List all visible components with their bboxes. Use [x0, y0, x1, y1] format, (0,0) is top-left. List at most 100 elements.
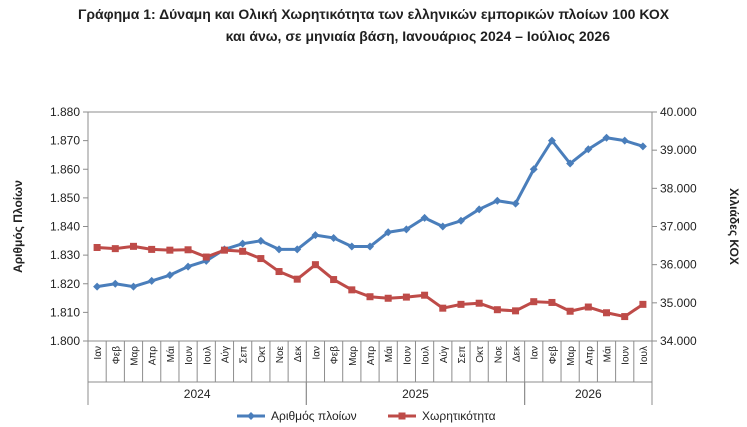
series-2-point — [639, 300, 647, 308]
series-1-point — [529, 165, 538, 174]
series-2-point — [512, 307, 520, 315]
series-1-point — [638, 142, 647, 151]
series-2-point — [330, 276, 338, 284]
series-line-2 — [97, 244, 644, 319]
right-axis-title: Χιλιάδες ΚΟΧ — [727, 188, 741, 265]
month-label: Φεβ — [548, 346, 559, 364]
series-2-point — [366, 293, 374, 301]
series-2-point — [584, 303, 592, 311]
left-tick-label: 1.820 — [50, 277, 80, 291]
month-label: Φεβ — [330, 346, 341, 364]
series-1-point — [347, 242, 356, 251]
series-2-point — [475, 299, 483, 307]
month-label: Δεκ — [293, 345, 304, 362]
series-1-point — [147, 276, 156, 285]
series-1-point — [165, 271, 174, 280]
month-label: Ιουν — [402, 346, 413, 365]
series-2-point — [530, 298, 538, 306]
series-2-point — [493, 306, 501, 314]
series-1-point — [420, 213, 429, 222]
series-2-point — [348, 286, 356, 294]
month-label: Ιουν — [184, 346, 195, 365]
month-label: Ιουλ — [202, 346, 213, 365]
series-2-point — [148, 245, 156, 253]
month-label: Φεβ — [111, 346, 122, 364]
left-tick-label: 1.840 — [50, 220, 80, 234]
right-tick-label: 34.000 — [660, 334, 697, 348]
series-2-point — [257, 255, 265, 263]
series-2-point — [202, 253, 210, 261]
month-label: Ιουλ — [639, 346, 650, 365]
series-1-point — [366, 242, 374, 251]
month-label: Μάι — [602, 346, 614, 362]
month-label: Απρ — [584, 346, 595, 366]
series-1-point — [293, 245, 302, 254]
series-1-point — [384, 228, 393, 237]
month-label: Μαρ — [348, 346, 359, 366]
legend-marker-1 — [247, 412, 255, 420]
year-label: 2025 — [402, 387, 429, 401]
left-axis-title: Αριθμός Πλοίων — [11, 180, 25, 273]
month-label: Απρ — [366, 346, 377, 366]
series-2-point — [129, 242, 137, 250]
right-tick-label: 39.000 — [660, 143, 697, 157]
month-label: Σεπ — [239, 346, 250, 364]
series-1-point — [311, 231, 320, 240]
series-2-point — [566, 307, 574, 315]
series-1-point — [511, 199, 520, 208]
series-2-point — [111, 245, 119, 253]
month-label: Μάι — [383, 346, 395, 362]
series-1-point — [620, 136, 629, 145]
series-1-point — [438, 222, 447, 231]
series-2-point — [439, 304, 447, 312]
month-label: Ιουν — [621, 346, 632, 365]
chart-subtitle: και άνω, σε μηνιαία βάση, Ιανουάριος 202… — [225, 28, 610, 44]
series-2-point — [548, 298, 556, 306]
month-label: Δεκ — [512, 345, 523, 362]
series-1-point — [275, 245, 284, 254]
month-label: Μαρ — [129, 346, 140, 366]
month-label: Νοε — [275, 345, 286, 363]
legend-label-2: Χωρητικότητα — [422, 409, 496, 423]
series-2-point — [93, 243, 101, 251]
month-label: Μαρ — [566, 346, 577, 366]
series-2-point — [402, 293, 410, 301]
month-label: Σεπ — [457, 346, 468, 364]
left-tick-label: 1.860 — [50, 162, 80, 176]
legend-label-1: Αριθμός πλοίων — [271, 409, 357, 423]
left-tick-label: 1.880 — [50, 105, 80, 119]
month-label: Ιαν — [93, 346, 104, 360]
series-2-point — [311, 261, 319, 269]
plot-area-border — [87, 111, 653, 342]
series-1-point — [493, 196, 502, 205]
legend-marker-2 — [398, 412, 406, 420]
series-2-point — [220, 246, 228, 254]
left-tick-label: 1.870 — [50, 134, 80, 148]
series-1-point — [93, 282, 102, 291]
series-1-point — [111, 279, 120, 288]
month-label: Ιαν — [311, 346, 322, 360]
series-line-1 — [96, 136, 644, 289]
series-2-point — [621, 313, 629, 321]
series-1-point — [566, 159, 575, 168]
year-label: 2026 — [575, 387, 602, 401]
series-1-point — [129, 282, 138, 291]
series-2-point — [603, 309, 611, 317]
right-tick-label: 40.000 — [660, 105, 697, 119]
series-1-point — [475, 205, 484, 214]
series-1-point — [238, 239, 247, 248]
month-label: Μάι — [165, 346, 177, 362]
series-1-point — [547, 136, 556, 145]
chart-title: Γράφημα 1: Δύναμη και Ολική Χωρητικότητα… — [77, 6, 670, 22]
series-2-point — [275, 268, 283, 276]
series-2-point — [457, 300, 465, 308]
series-1-point — [584, 145, 593, 154]
month-label: Οκτ — [475, 346, 486, 363]
series-1-point — [402, 225, 411, 234]
series-1-point — [602, 133, 611, 142]
left-tick-label: 1.830 — [50, 248, 80, 262]
series-2-point — [293, 275, 301, 283]
series-2-point — [239, 247, 247, 255]
series-2-point — [421, 291, 429, 299]
month-label: Ιουλ — [421, 346, 432, 365]
